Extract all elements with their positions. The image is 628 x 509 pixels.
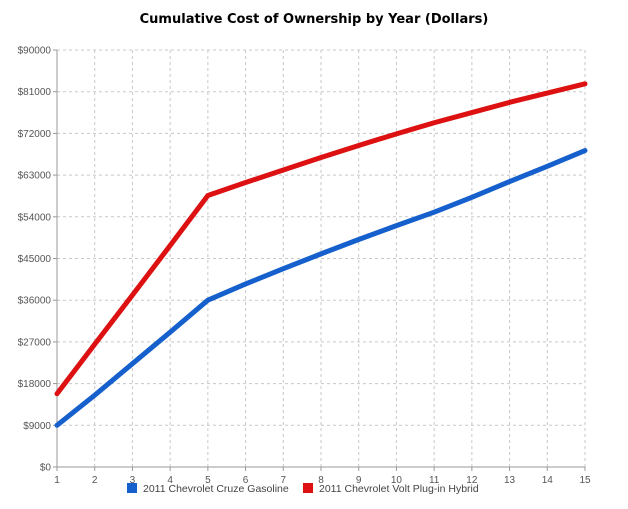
x-tick-label: 11 bbox=[429, 475, 440, 486]
y-tick-label: $36000 bbox=[18, 296, 52, 307]
x-tick-label: 9 bbox=[356, 475, 362, 486]
chart-title: Cumulative Cost of Ownership by Year (Do… bbox=[140, 12, 489, 27]
legend-label-2[interactable]: 2011 Chevrolet Volt Plug-in Hybrid bbox=[319, 483, 479, 495]
x-tick-label: 14 bbox=[542, 475, 554, 486]
x-tick-label: 10 bbox=[391, 475, 403, 486]
x-tick-label: 12 bbox=[466, 475, 478, 486]
series-lines bbox=[54, 81, 588, 428]
x-tick-label: 15 bbox=[579, 475, 591, 486]
x-tick-label: 3 bbox=[130, 475, 136, 486]
y-tick-label: $72000 bbox=[18, 129, 52, 140]
x-tick-label: 8 bbox=[318, 475, 324, 486]
y-tick-label: $45000 bbox=[18, 254, 52, 265]
series-line-1 bbox=[54, 148, 588, 428]
y-tick-label: $81000 bbox=[18, 87, 52, 98]
x-tick-label: 13 bbox=[504, 475, 516, 486]
series-line-2 bbox=[54, 81, 588, 397]
y-tick-label: $18000 bbox=[18, 379, 52, 390]
x-tick-label: 7 bbox=[281, 475, 287, 486]
x-tick-label: 6 bbox=[243, 475, 249, 486]
y-tick-label: $0 bbox=[40, 463, 52, 474]
legend-swatch-1[interactable] bbox=[127, 483, 137, 493]
x-axis-ticks: 1 2 3 4 5 6 7 8 9 10 11 12 13 14 15 bbox=[54, 467, 591, 486]
x-tick-label: 1 bbox=[54, 475, 60, 486]
x-tick-label: 4 bbox=[167, 475, 173, 486]
x-tick-label: 2 bbox=[92, 475, 98, 486]
legend[interactable]: 2011 Chevrolet Cruze Gasoline 2011 Chevro… bbox=[127, 483, 479, 495]
grid bbox=[57, 49, 586, 467]
y-tick-label: $9000 bbox=[23, 421, 51, 432]
y-tick-label: $27000 bbox=[18, 337, 52, 348]
x-tick-label: 5 bbox=[205, 475, 211, 486]
legend-swatch-2[interactable] bbox=[303, 483, 313, 493]
y-tick-label: $90000 bbox=[18, 46, 52, 57]
legend-label-1[interactable]: 2011 Chevrolet Cruze Gasoline bbox=[143, 483, 289, 495]
y-tick-label: $54000 bbox=[18, 212, 52, 223]
y-axis-ticks: $0 $9000 $18000 $27000 $36000 $45000 $54000 $63… bbox=[18, 46, 57, 474]
y-tick-label: $63000 bbox=[18, 171, 52, 182]
